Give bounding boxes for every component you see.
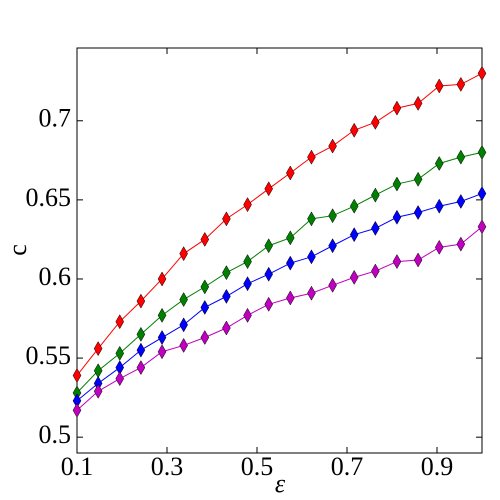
marker bbox=[434, 155, 444, 171]
marker bbox=[456, 236, 466, 252]
marker bbox=[349, 198, 359, 214]
marker bbox=[307, 249, 316, 265]
marker bbox=[349, 269, 359, 285]
y-tick-label: 0.7 bbox=[39, 104, 72, 133]
marker bbox=[157, 330, 167, 346]
marker bbox=[307, 285, 316, 301]
marker bbox=[413, 205, 423, 221]
marker bbox=[157, 344, 167, 360]
marker bbox=[93, 363, 103, 379]
marker bbox=[222, 211, 231, 227]
x-tick-label: 0.5 bbox=[241, 452, 274, 481]
marker bbox=[222, 320, 231, 336]
marker bbox=[286, 255, 295, 271]
marker bbox=[264, 181, 273, 197]
marker bbox=[179, 337, 188, 353]
marker bbox=[328, 138, 337, 154]
marker bbox=[413, 95, 423, 111]
marker bbox=[157, 271, 167, 287]
x-tick-label: 0.9 bbox=[421, 452, 454, 481]
marker bbox=[72, 367, 82, 383]
y-tick-label: 0.5 bbox=[39, 420, 72, 449]
marker bbox=[477, 219, 487, 235]
marker bbox=[477, 186, 487, 202]
marker bbox=[434, 198, 444, 214]
series-line bbox=[76, 226, 483, 411]
marker bbox=[200, 299, 210, 315]
marker bbox=[93, 383, 103, 399]
marker bbox=[243, 307, 252, 323]
marker bbox=[328, 238, 337, 254]
marker bbox=[307, 149, 316, 165]
marker bbox=[264, 296, 273, 312]
series-line bbox=[76, 151, 483, 394]
marker bbox=[456, 193, 466, 209]
marker bbox=[115, 371, 125, 387]
marker bbox=[456, 149, 466, 165]
marker bbox=[200, 279, 210, 295]
y-tick-label: 0.6 bbox=[39, 262, 72, 291]
marker bbox=[136, 293, 146, 309]
marker bbox=[307, 211, 316, 227]
marker bbox=[136, 326, 146, 342]
marker bbox=[371, 220, 380, 236]
marker bbox=[349, 122, 359, 138]
plot-frame bbox=[76, 47, 483, 454]
marker bbox=[200, 231, 210, 247]
marker bbox=[243, 197, 252, 213]
marker bbox=[456, 76, 466, 92]
marker bbox=[179, 317, 188, 333]
marker bbox=[264, 266, 273, 282]
marker bbox=[136, 360, 146, 376]
marker bbox=[200, 330, 210, 346]
marker bbox=[434, 239, 444, 255]
marker bbox=[115, 314, 125, 330]
marker bbox=[392, 209, 402, 225]
x-axis-label: ε bbox=[275, 469, 286, 498]
marker bbox=[286, 165, 295, 181]
marker bbox=[222, 265, 231, 281]
marker bbox=[328, 277, 337, 293]
marker bbox=[286, 230, 295, 246]
y-tick-label: 0.55 bbox=[26, 341, 72, 370]
marker bbox=[413, 252, 423, 268]
marker bbox=[222, 288, 231, 304]
marker bbox=[115, 345, 125, 361]
marker bbox=[477, 144, 487, 160]
marker bbox=[434, 78, 444, 94]
marker bbox=[392, 176, 402, 192]
marker bbox=[136, 342, 146, 358]
marker bbox=[413, 171, 423, 187]
marker bbox=[392, 100, 402, 116]
y-axis-label: c bbox=[3, 244, 32, 256]
marker bbox=[157, 307, 167, 323]
marker bbox=[243, 276, 252, 292]
marker bbox=[93, 341, 103, 357]
marker bbox=[371, 263, 380, 279]
marker bbox=[349, 227, 359, 243]
y-tick-label: 0.65 bbox=[26, 183, 72, 212]
marker bbox=[243, 254, 252, 270]
marker bbox=[477, 65, 487, 81]
marker bbox=[179, 246, 188, 262]
series-line bbox=[76, 72, 483, 376]
x-tick-label: 0.1 bbox=[61, 452, 94, 481]
x-tick-label: 0.3 bbox=[151, 452, 184, 481]
marker bbox=[371, 114, 380, 130]
marker bbox=[392, 254, 402, 270]
marker bbox=[328, 208, 337, 224]
marker bbox=[72, 402, 82, 418]
marker bbox=[264, 238, 273, 254]
marker bbox=[371, 187, 380, 203]
marker bbox=[286, 290, 295, 306]
x-tick-label: 0.7 bbox=[331, 452, 364, 481]
marker bbox=[179, 292, 188, 308]
